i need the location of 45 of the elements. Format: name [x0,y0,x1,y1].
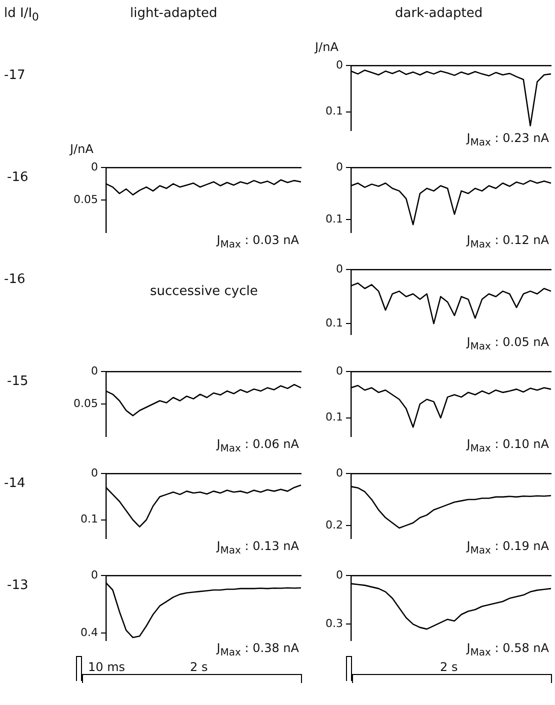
y-tick-label: 0.4 [80,626,98,640]
y-tick-label: 0.05 [74,396,98,410]
text: successive cycle [150,284,258,299]
y-tick-label: 0 [336,58,343,72]
text: 10 ms [88,660,126,674]
text: ld I/I$_{0}$ [4,6,39,24]
y-axis-title: J/nA [70,142,94,156]
text: J$_{Max}$ : 0.05 nA [466,334,549,352]
y-tick-label: 0 [91,160,98,174]
text: light-adapted [130,6,218,21]
y-tick-label: 0.3 [326,617,343,630]
y-axis-title: J/nA [315,40,338,54]
text: J$_{Max}$ : 0.38 nA [216,640,299,658]
y-tick-label: 0.1 [326,104,343,118]
y-tick-label: 0 [336,466,343,480]
text: J$_{Max}$ : 0.06 nA [216,436,299,454]
y-tick-label: 0.1 [326,212,343,226]
text: -15 [7,374,28,389]
y-tick-label: 0 [336,262,343,276]
y-tick-label: 0 [336,364,343,378]
text: 2 s [190,660,208,674]
text: dark-adapted [395,6,483,21]
text: -16 [7,170,28,185]
text: J$_{Max}$ : 0.58 nA [466,640,549,658]
text: -13 [7,578,28,593]
text: -14 [4,476,26,491]
y-tick-label: 0.1 [326,410,343,424]
text: J$_{Max}$ : 0.13 nA [216,538,299,556]
text: -16 [4,272,26,287]
y-tick-label: 0 [91,466,98,480]
text: J$_{Max}$ : 0.10 nA [466,436,549,454]
text: -17 [4,68,26,83]
y-tick-label: 0.05 [74,192,98,206]
y-tick-label: 0 [336,568,343,582]
text: J$_{Max}$ : 0.03 nA [216,232,299,250]
text: 2 s [440,660,458,674]
y-tick-label: 0 [91,364,98,378]
y-tick-label: 0.2 [326,518,343,532]
text: J$_{Max}$ : 0.23 nA [466,130,549,148]
y-tick-label: 0.1 [326,316,343,330]
text: J$_{Max}$ : 0.19 nA [466,538,549,556]
text: J$_{Max}$ : 0.12 nA [466,232,549,250]
y-tick-label: 0 [336,160,343,174]
y-tick-label: 0.1 [80,512,98,526]
y-tick-label: 0 [91,568,98,582]
